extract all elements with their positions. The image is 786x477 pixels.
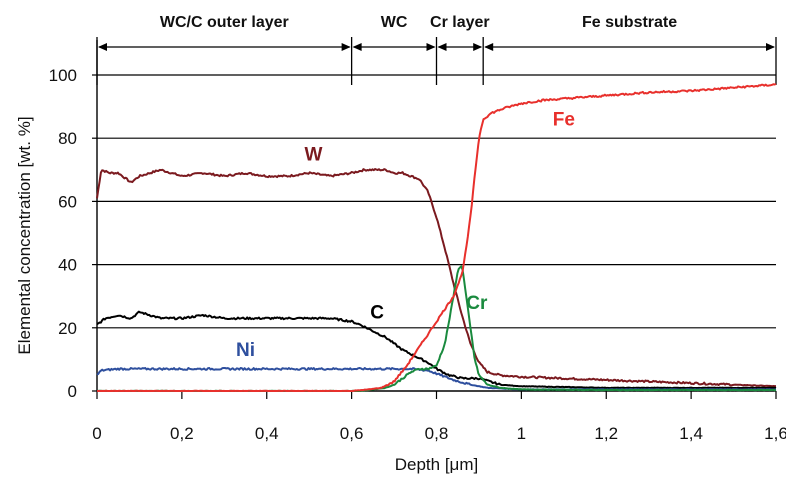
x-tick-label: 0,2 — [170, 424, 194, 443]
y-tick-label: 100 — [49, 66, 77, 85]
region-arrowhead-right — [426, 43, 436, 51]
region-arrowhead-left — [352, 43, 362, 51]
region-label: Fe substrate — [582, 14, 677, 31]
x-tick-label: 1,4 — [679, 424, 703, 443]
y-tick-label: 80 — [58, 129, 77, 148]
series-label-cr: Cr — [466, 293, 488, 314]
region-arrowhead-right — [473, 43, 483, 51]
y-tick-label: 40 — [58, 256, 77, 275]
series-line-ni — [96, 367, 777, 391]
x-tick-label: 0,6 — [340, 424, 364, 443]
x-tick-label: 1,6 — [764, 424, 786, 443]
series-label-w: W — [304, 144, 322, 165]
grid-lines — [97, 74, 776, 329]
series-lines — [96, 83, 777, 392]
region-arrowhead-right — [766, 43, 775, 51]
series-labels: W C Ni Cr Fe — [236, 110, 575, 362]
y-tick-label: 0 — [68, 382, 77, 401]
series-label-c: C — [370, 302, 384, 323]
series-line-cr — [96, 265, 777, 392]
x-tick-label: 0,8 — [425, 424, 449, 443]
x-tick-label: 0,4 — [255, 424, 279, 443]
x-tick-label: 0 — [92, 424, 101, 443]
region-arrowhead-left — [98, 43, 107, 51]
region-label: WC/C outer layer — [160, 14, 289, 31]
series-label-ni: Ni — [236, 340, 255, 361]
region-label: Cr layer — [430, 14, 490, 31]
y-tick-label: 60 — [58, 192, 77, 211]
region-arrowhead-right — [341, 43, 351, 51]
region-annotations: WC/C outer layer WC Cr layer Fe substrate — [96, 14, 777, 85]
series-line-fe — [97, 83, 777, 392]
series-line-c — [96, 310, 777, 390]
series-label-fe: Fe — [553, 110, 575, 131]
series-line-w — [96, 168, 776, 388]
region-label: WC — [381, 14, 408, 31]
y-axis-title: Elemental concentration [wt. %] — [15, 116, 34, 354]
x-axis-title: Depth [μm] — [395, 455, 479, 474]
region-arrowhead-left — [437, 43, 447, 51]
x-tick-label: 1 — [517, 424, 526, 443]
x-tick-label: 1,2 — [594, 424, 618, 443]
region-arrowhead-left — [484, 43, 494, 51]
y-tick-label: 20 — [58, 319, 77, 338]
